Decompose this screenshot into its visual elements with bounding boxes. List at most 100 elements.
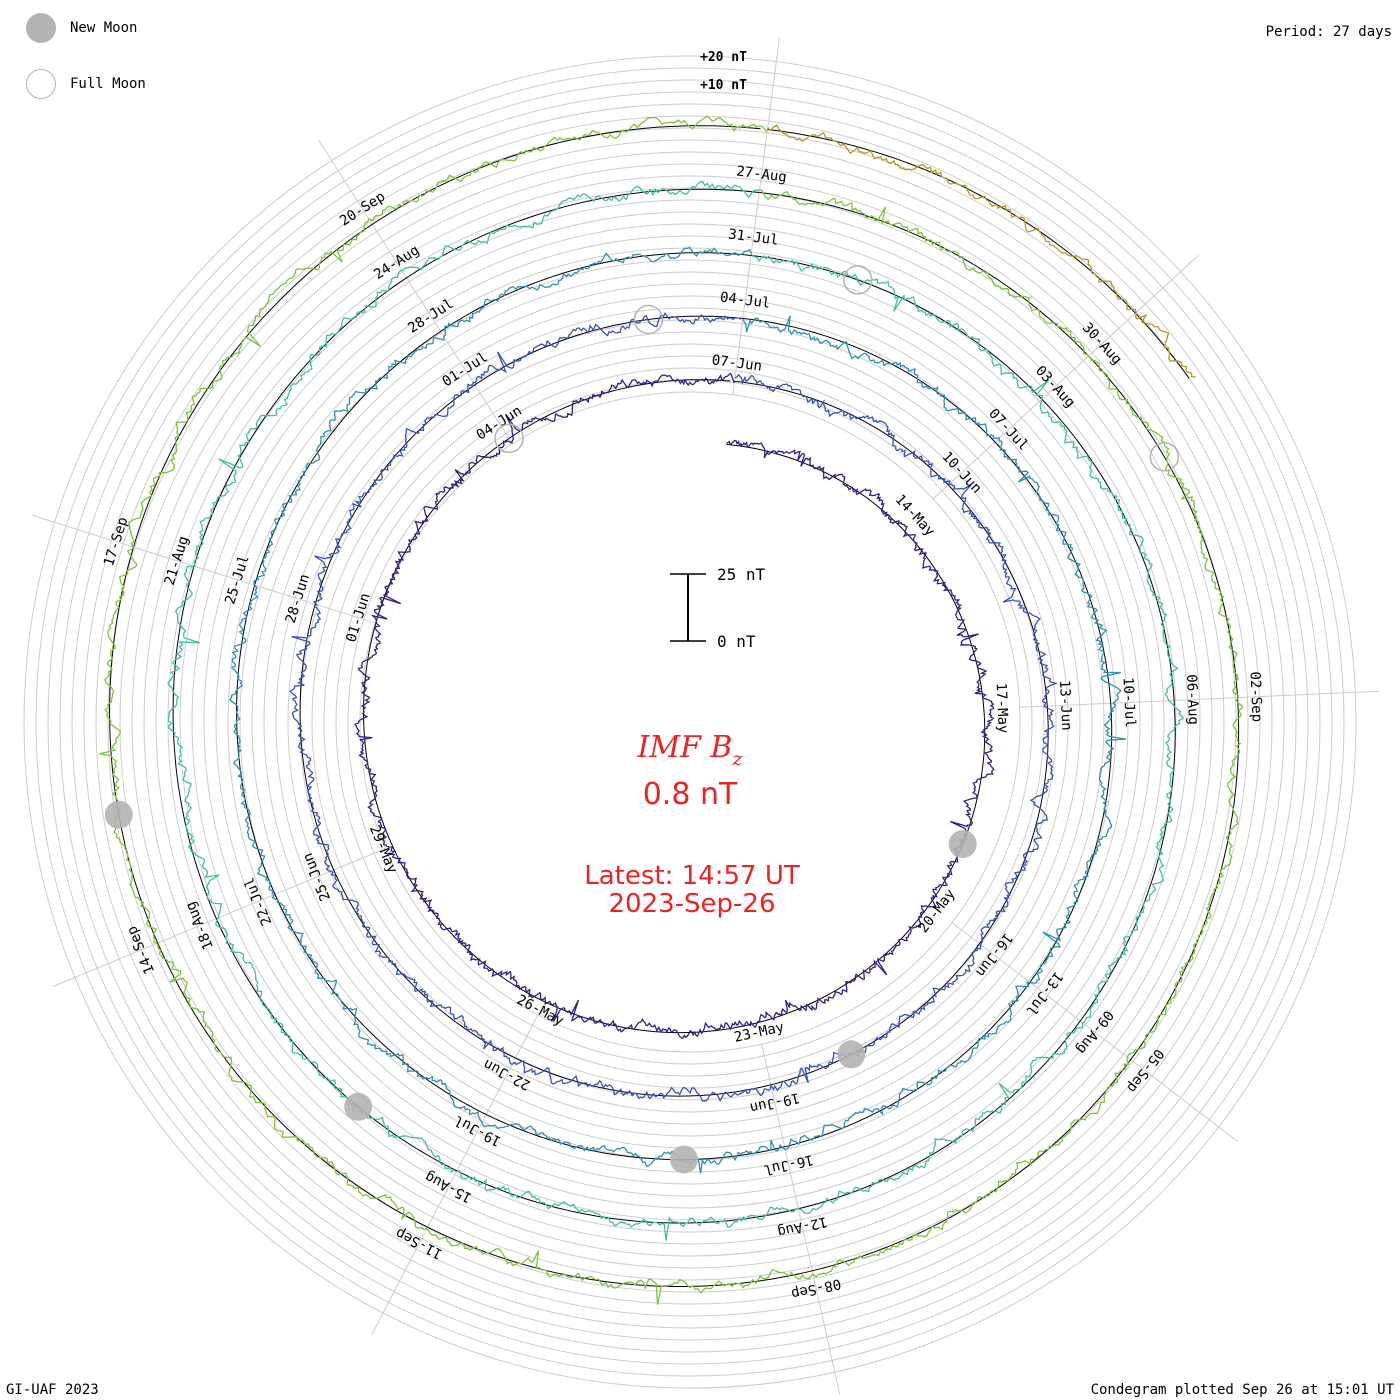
grid-ring — [59, 91, 1321, 1353]
bz-traces — [99, 115, 1244, 1305]
svg-text:IMF Bz: IMF Bz — [637, 730, 744, 770]
center-value: 0.8 nT — [643, 777, 738, 812]
center-readout: IMF Bz 0.8 nT Latest: 14:57 UT 2023-Sep-… — [584, 730, 800, 919]
center-title: IMF B — [637, 730, 733, 765]
grid-ring — [335, 367, 1045, 1077]
grid-ring — [119, 151, 1261, 1293]
grid-ring — [23, 55, 1357, 1389]
grid-ring — [191, 223, 1189, 1221]
scale-bar: 25 nT 0 nT — [670, 565, 766, 651]
center-date: 2023-Sep-26 — [608, 889, 775, 919]
date-label: 11-Sep — [393, 1224, 445, 1261]
polar-grid — [23, 37, 1380, 1396]
new-moon-marker — [837, 1040, 866, 1069]
grid-ring — [143, 175, 1237, 1269]
bz-trace-rotation-4 — [167, 180, 1185, 1241]
date-label: 15-Aug — [422, 1168, 474, 1205]
bz-trace-rotation-1 — [353, 372, 995, 1039]
scale-bottom-label: 0 nT — [717, 632, 756, 651]
date-label: 14-May — [892, 492, 938, 540]
zero-baseline — [172, 188, 1176, 1224]
date-label: 28-Jun — [283, 572, 313, 625]
bz-trace-rotation-2 — [289, 312, 1059, 1102]
date-label: 02-Sep — [1246, 671, 1264, 722]
grid-ring — [107, 139, 1273, 1305]
grid-ring — [131, 163, 1249, 1281]
date-label: 17-Sep — [101, 515, 131, 568]
legend-full-moon-label: Full Moon — [70, 76, 146, 92]
new-moon-icon — [26, 13, 56, 43]
grid-spoke — [371, 1014, 539, 1335]
grid-ring — [359, 391, 1021, 1053]
grid-ring — [287, 319, 1093, 1125]
bz-trace-rotation-5 — [99, 115, 1244, 1305]
date-label: 07-Jul — [985, 406, 1031, 454]
grid-ring — [83, 115, 1297, 1329]
new-moon-marker — [344, 1092, 373, 1121]
grid-spoke — [732, 37, 780, 395]
date-label: 12-Aug — [776, 1213, 829, 1240]
period-label: Period: 27 days — [1265, 24, 1392, 40]
date-label: 29-May — [366, 823, 400, 876]
grid-ring — [275, 307, 1105, 1137]
grid-spoke — [31, 514, 376, 624]
date-label: 19-Jul — [452, 1112, 504, 1149]
zero-baseline — [109, 125, 1240, 1287]
date-label: 13-Jul — [1022, 968, 1065, 1018]
plotted-label: Condegram plotted Sep 26 at 15:01 UT — [1090, 1382, 1394, 1398]
date-label: 04-Jul — [719, 289, 771, 311]
date-label: 10-Jun — [939, 449, 985, 497]
grid-ring — [47, 79, 1333, 1365]
ref-label-10: +10 nT — [700, 78, 747, 93]
grid-ring — [203, 235, 1177, 1209]
moon-markers — [104, 265, 1180, 1174]
new-moon-marker — [670, 1145, 698, 1174]
credit-label: GI-UAF 2023 — [6, 1382, 99, 1398]
date-label: 01-Jul — [440, 349, 491, 390]
center-latest: Latest: 14:57 UT — [584, 861, 800, 891]
grid-ring — [95, 127, 1285, 1317]
date-label: 04-Jun — [474, 403, 525, 444]
date-label: 22-Jun — [481, 1055, 533, 1092]
date-label: 07-Jun — [711, 352, 763, 374]
date-label: 10-Jul — [1120, 677, 1138, 728]
grid-ring — [179, 211, 1201, 1233]
date-label: 01-Jun — [343, 591, 373, 644]
grid-ring — [299, 331, 1081, 1113]
grid-ring — [227, 259, 1153, 1185]
date-label: 19-Jun — [748, 1089, 801, 1116]
grid-spoke — [1019, 690, 1380, 708]
date-label: 17-May — [993, 682, 1011, 733]
new-moon-marker — [948, 830, 977, 859]
full-moon-marker — [1149, 441, 1180, 472]
ref-label-20: +20 nT — [700, 50, 747, 65]
legend-new-moon-label: New Moon — [70, 20, 138, 36]
date-label: 06-Aug — [1183, 674, 1201, 725]
center-title-sub: z — [731, 748, 743, 770]
full-moon-marker — [494, 423, 524, 454]
legend-full-moon: Full Moon — [26, 68, 146, 100]
full-moon-marker — [633, 304, 664, 335]
full-moon-marker — [843, 265, 873, 295]
date-label: 25-Jul — [222, 553, 252, 606]
bz-trace-rotation-6 — [767, 124, 1196, 378]
date-label: 05-Sep — [1123, 1046, 1166, 1096]
grid-ring — [155, 187, 1225, 1257]
date-label: 13-Jun — [1056, 680, 1074, 731]
grid-spoke — [761, 1044, 841, 1396]
date-label: 28-Jul — [405, 296, 456, 337]
grid-spoke — [951, 922, 1239, 1142]
bz-trace-rotation-3 — [228, 246, 1127, 1174]
full-moon-icon — [26, 69, 56, 99]
grid-ring — [323, 355, 1057, 1089]
date-label: 27-Aug — [735, 163, 787, 185]
grid-spoke — [318, 140, 513, 445]
new-moon-marker — [104, 800, 133, 829]
grid-ring — [167, 199, 1213, 1245]
date-label: 31-Jul — [727, 226, 779, 248]
date-label: 16-Jun — [972, 930, 1015, 980]
legend-new-moon: New Moon — [26, 12, 137, 44]
grid-ring — [347, 379, 1033, 1065]
grid-ring — [35, 67, 1345, 1377]
